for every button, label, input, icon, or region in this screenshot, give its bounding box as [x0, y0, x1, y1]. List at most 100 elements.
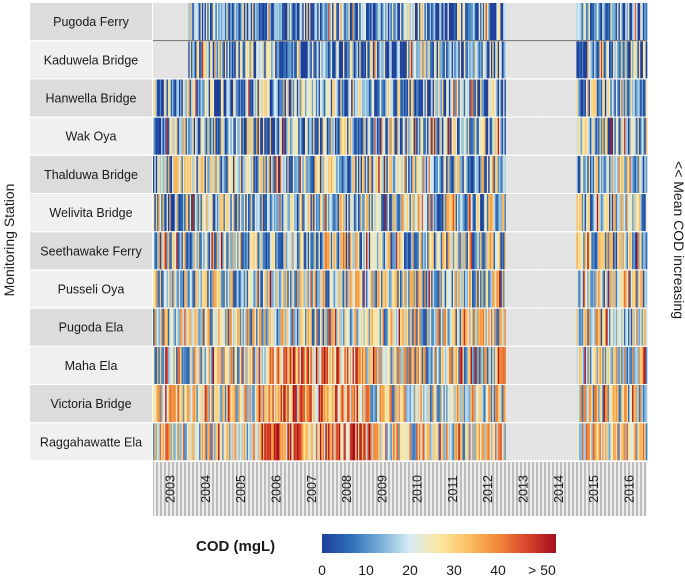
station-label: Kaduwela Bridge: [44, 53, 139, 67]
cod-cell: [245, 308, 247, 346]
cod-cell: [431, 346, 433, 384]
cod-cell: [197, 3, 200, 41]
cod-cell: [469, 346, 471, 384]
cod-cell: [319, 3, 322, 41]
cod-cell: [619, 155, 622, 193]
cod-cell: [606, 385, 608, 423]
cod-cell: [583, 308, 585, 346]
cod-cell: [585, 346, 588, 384]
cod-cell: [302, 3, 304, 41]
cod-cell: [463, 117, 466, 155]
cod-cell: [371, 346, 374, 384]
cod-cell: [227, 155, 230, 193]
cod-cell: [617, 155, 619, 193]
cod-cell: [615, 308, 618, 346]
cod-cell: [576, 270, 579, 308]
cod-cell: [239, 41, 242, 79]
cod-cell: [629, 41, 632, 79]
cod-cell: [303, 117, 306, 155]
cod-cell: [246, 346, 249, 384]
cod-cell: [613, 3, 615, 41]
cod-cell: [326, 117, 329, 155]
cod-cell: [173, 385, 176, 423]
cod-cell: [433, 423, 436, 461]
cod-cell: [642, 117, 645, 155]
cod-cell: [391, 346, 394, 384]
cod-cell: [325, 385, 328, 423]
cod-cell: [398, 308, 401, 346]
cod-cell: [488, 232, 490, 270]
cod-cell: [406, 308, 409, 346]
cod-cell: [303, 155, 306, 193]
cod-cell: [440, 117, 443, 155]
cod-cell: [261, 232, 264, 270]
cod-cell: [641, 3, 644, 41]
cod-cell: [153, 308, 155, 346]
cod-cell: [276, 3, 279, 41]
cod-cell: [191, 194, 193, 232]
cod-cell: [602, 346, 604, 384]
cod-cell: [500, 308, 503, 346]
cod-cell: [153, 270, 155, 308]
cod-cell: [448, 346, 451, 384]
cod-cell: [332, 194, 334, 232]
cod-cell: [286, 308, 288, 346]
cod-cell: [452, 79, 455, 117]
cod-cell: [344, 423, 347, 461]
cod-cell: [246, 117, 249, 155]
cod-cell: [338, 308, 341, 346]
cod-cell: [594, 232, 596, 270]
cod-cell: [294, 270, 296, 308]
cod-cell: [455, 232, 458, 270]
cod-cell: [290, 41, 292, 79]
cod-cell: [201, 346, 204, 384]
cod-cell: [579, 270, 581, 308]
cod-cell: [414, 232, 417, 270]
cod-cell: [463, 423, 466, 461]
cod-cell: [363, 270, 366, 308]
cod-cell: [352, 155, 355, 193]
cod-cell: [234, 155, 237, 193]
cod-cell: [355, 385, 357, 423]
cod-cell: [366, 232, 368, 270]
cod-cell: [258, 41, 261, 79]
cod-cell: [375, 155, 378, 193]
cod-cell: [307, 308, 310, 346]
cod-cell: [283, 346, 285, 384]
cod-cell: [378, 308, 380, 346]
cod-cell: [594, 385, 596, 423]
cod-cell: [611, 41, 614, 79]
cod-cell: [296, 117, 299, 155]
cod-cell: [458, 155, 461, 193]
cod-cell: [283, 308, 285, 346]
cod-cell: [169, 308, 171, 346]
cod-cell: [379, 308, 382, 346]
cod-cell: [258, 385, 261, 423]
cod-cell: [319, 79, 322, 117]
cod-cell: [412, 3, 414, 41]
cod-cell: [610, 79, 613, 117]
cod-cell: [230, 385, 233, 423]
cod-cell: [184, 346, 186, 384]
cod-cell: [413, 3, 416, 41]
cod-cell: [641, 79, 644, 117]
cod-cell: [341, 41, 344, 79]
cod-cell: [495, 194, 497, 232]
cod-cell: [291, 308, 294, 346]
cod-cell: [291, 194, 294, 232]
cod-cell: [229, 79, 231, 117]
cod-cell: [262, 79, 265, 117]
cod-cell: [634, 346, 637, 384]
cod-cell: [246, 3, 249, 41]
cod-cell: [467, 3, 470, 41]
cod-cell: [584, 270, 587, 308]
cod-cell: [184, 270, 186, 308]
cod-cell: [604, 79, 607, 117]
cod-cell: [234, 308, 237, 346]
cod-cell: [262, 423, 265, 461]
cod-cell: [344, 117, 347, 155]
cod-cell: [414, 308, 417, 346]
cod-cell: [273, 194, 276, 232]
cod-cell: [645, 346, 648, 384]
station-label-box: [30, 41, 152, 79]
